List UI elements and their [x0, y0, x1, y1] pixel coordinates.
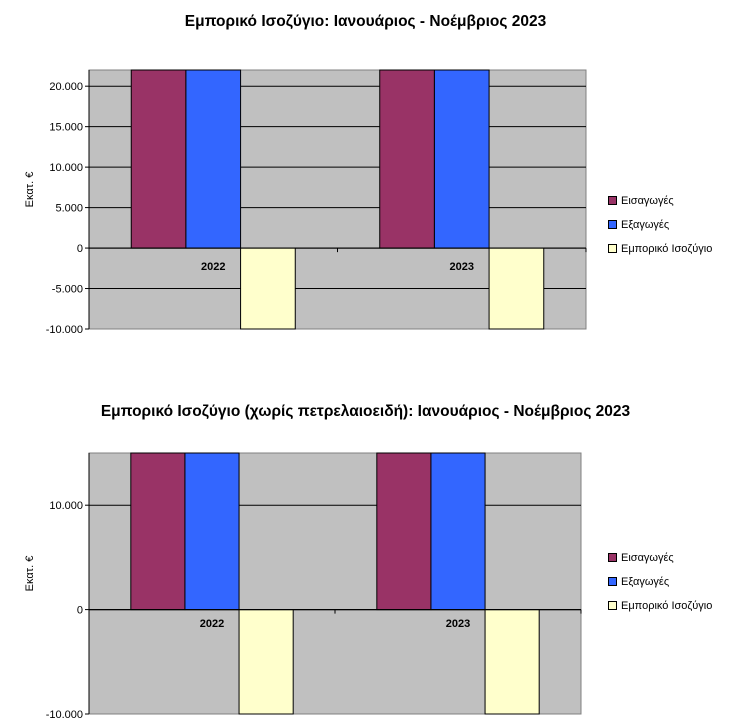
- bar-exports-2023: [430, 452, 486, 611]
- legend-swatch-exports: [608, 220, 617, 229]
- legend-label: Εισαγωγές: [621, 551, 674, 564]
- y-axis-title: Εκατ. €: [24, 556, 36, 592]
- bar-imports-2022: [130, 69, 187, 249]
- bar-exports-2022: [184, 452, 240, 611]
- bar-balance-2023: [488, 247, 545, 330]
- y-axis-title: Εκατ. €: [24, 172, 36, 208]
- y-tick-label: 0: [77, 605, 83, 617]
- bar-balance-2022: [240, 247, 296, 330]
- y-tick-label: -10.000: [46, 324, 83, 336]
- category-label-2022: 2022: [200, 618, 224, 630]
- legend-swatch-exports: [608, 577, 617, 586]
- y-tick-label: 20.000: [49, 81, 83, 93]
- bar-exports-2023: [433, 69, 490, 249]
- legend-swatch-imports: [608, 196, 617, 205]
- legend-item-imports: Εισαγωγές: [608, 551, 712, 564]
- chart-trade-balance: Εμπορικό Ισοζύγιο: Ιανουάριος - Νοέμβριο…: [0, 0, 731, 345]
- legend-item-exports: Εξαγωγές: [608, 575, 712, 588]
- y-tick-label: -10.000: [46, 709, 83, 721]
- category-label-2023: 2023: [450, 261, 474, 273]
- category-label-2023: 2023: [446, 618, 470, 630]
- legend-label: Εισαγωγές: [621, 194, 674, 207]
- legend-item-balance: Εμπορικό Ισοζύγιο: [608, 599, 712, 612]
- legend-label: Εμπορικό Ισοζύγιο: [621, 599, 713, 612]
- legend-swatch-balance: [608, 244, 617, 253]
- chart-title: Εμπορικό Ισοζύγιο (χωρίς πετρελαιοειδή):…: [100, 403, 631, 420]
- legend-swatch-balance: [608, 601, 617, 610]
- chart-trade-balance-excl-oil: Εμπορικό Ισοζύγιο (χωρίς πετρελαιοειδή):…: [0, 392, 731, 721]
- legend-label: Εμπορικό Ισοζύγιο: [621, 242, 713, 255]
- legend-label: Εξαγωγές: [621, 218, 670, 231]
- chart-legend: Εισαγωγές Εξαγωγές Εμπορικό Ισοζύγιο: [608, 551, 712, 623]
- chart-plot: 10.000 0 -10.000 2022 2023 Εκατ. €: [24, 452, 582, 721]
- y-tick-label: -5.000: [52, 284, 83, 296]
- y-tick-label: 0: [77, 243, 83, 255]
- legend-item-balance: Εμπορικό Ισοζύγιο: [608, 242, 712, 255]
- category-label-2022: 2022: [201, 261, 225, 273]
- y-tick-label: 10.000: [49, 162, 83, 174]
- bar-imports-2023: [376, 452, 432, 611]
- legend-label: Εξαγωγές: [621, 575, 670, 588]
- bar-balance-2023: [484, 609, 540, 715]
- legend-item-exports: Εξαγωγές: [608, 218, 712, 231]
- y-tick-label: 5.000: [55, 203, 83, 215]
- bar-imports-2023: [379, 69, 435, 249]
- y-tick-label: 10.000: [49, 500, 83, 512]
- bar-exports-2022: [185, 69, 242, 249]
- bar-imports-2022: [130, 452, 186, 611]
- legend-swatch-imports: [608, 553, 617, 562]
- y-tick-label: 15.000: [49, 122, 83, 134]
- chart-legend: Εισαγωγές Εξαγωγές Εμπορικό Ισοζύγιο: [608, 194, 712, 266]
- bar-balance-2022: [238, 609, 294, 715]
- legend-item-imports: Εισαγωγές: [608, 194, 712, 207]
- chart-title: Εμπορικό Ισοζύγιο: Ιανουάριος - Νοέμβριο…: [184, 13, 547, 30]
- chart-plot: 20.000 15.000 10.000 5.000 0 -5.000 -10.000 202…: [24, 69, 587, 336]
